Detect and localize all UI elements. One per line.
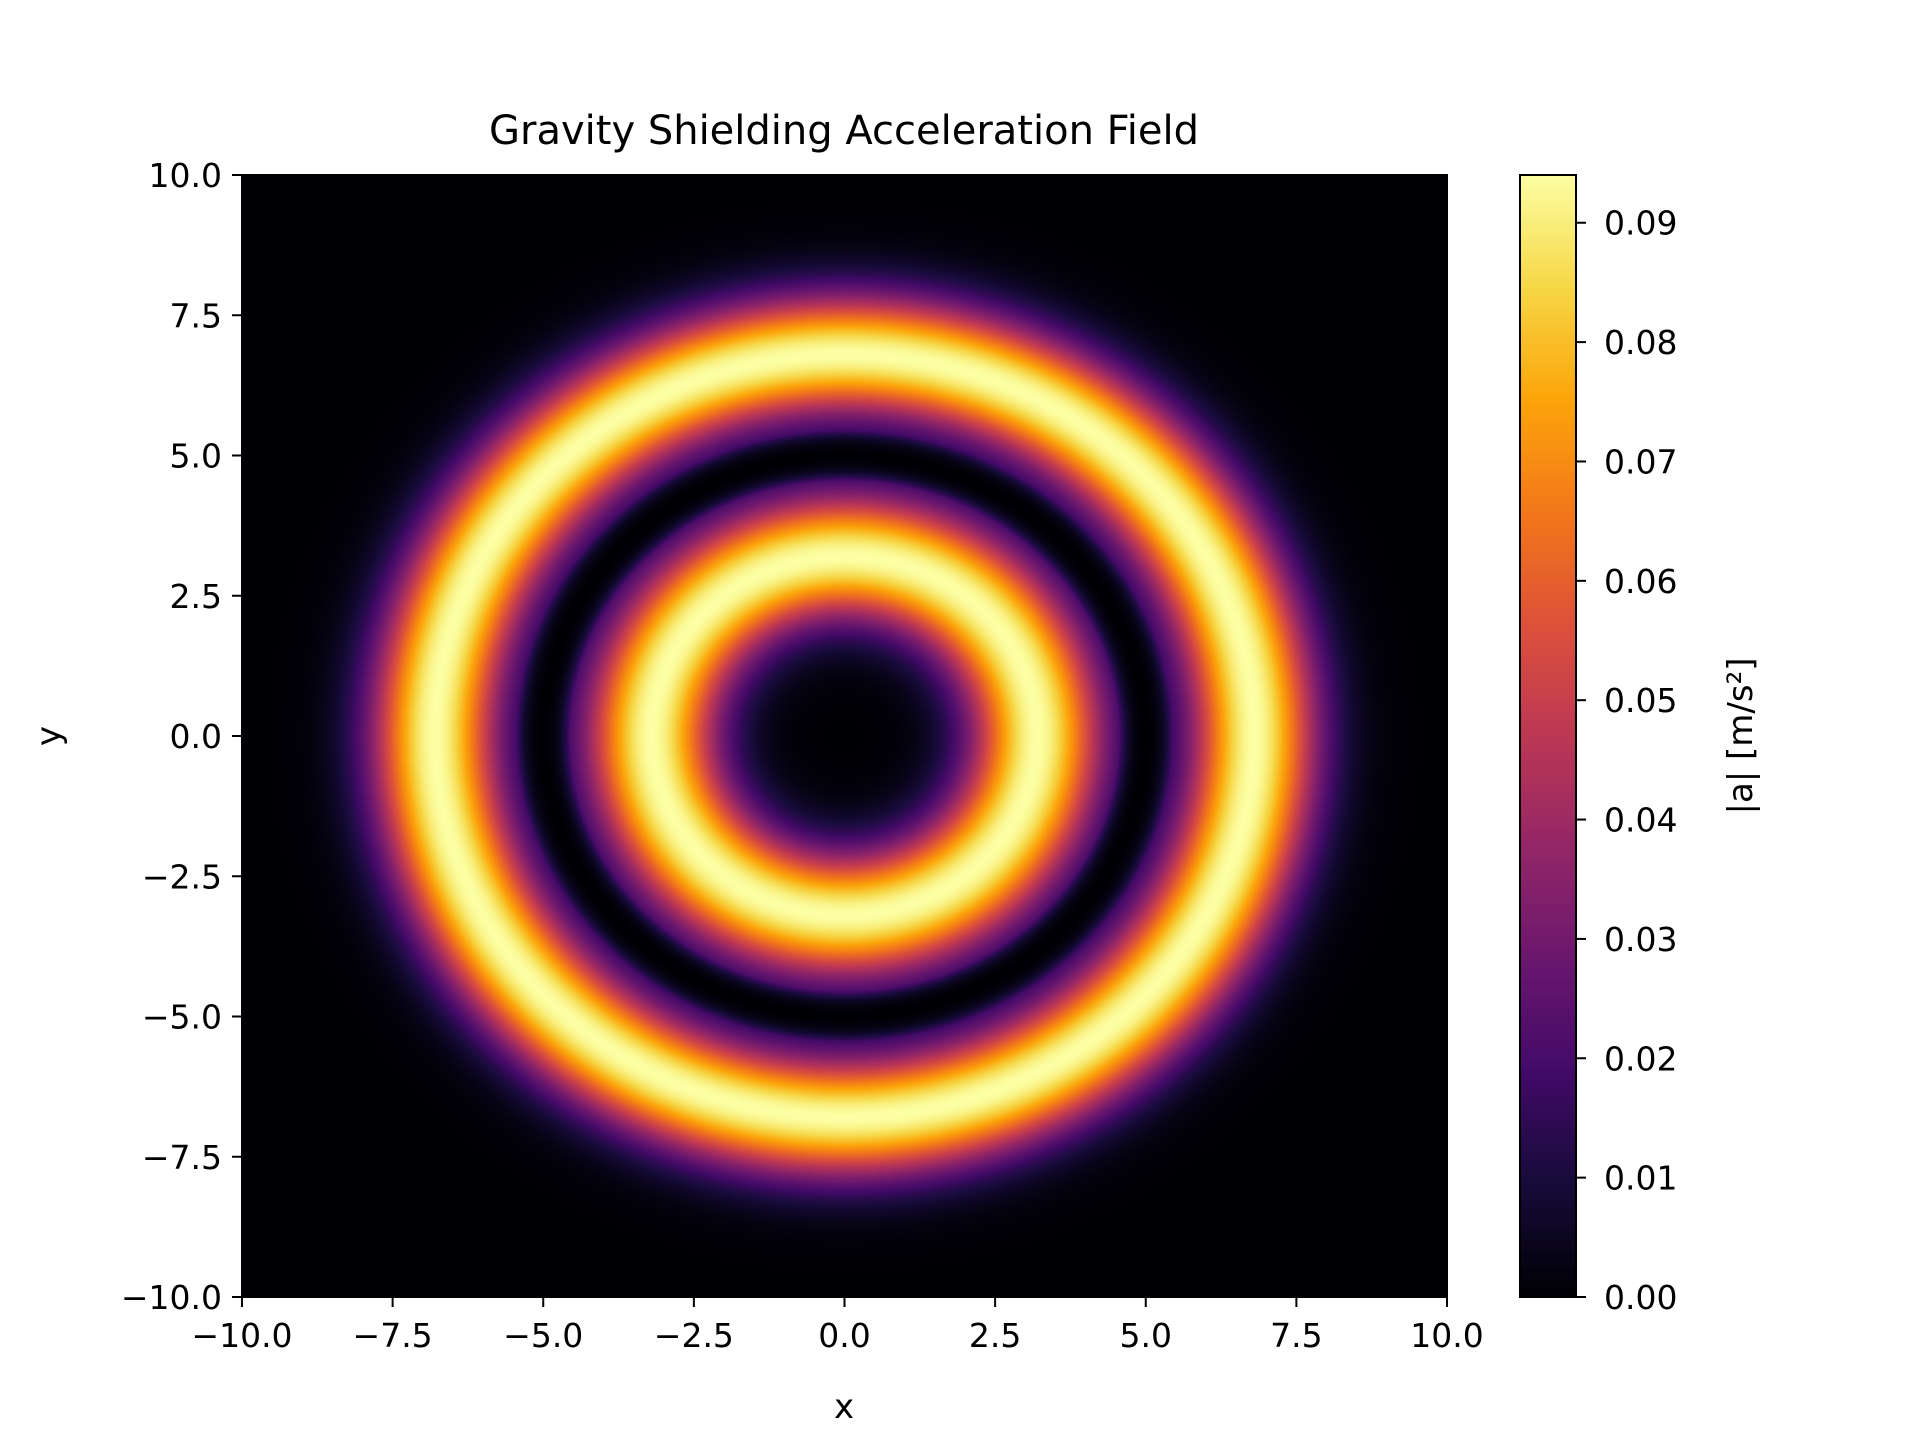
colorbar-label: |a| [m/s²]	[1721, 657, 1761, 814]
colorbar-tick-label: 0.08	[1604, 323, 1677, 362]
y-axis-label: y	[29, 726, 69, 746]
y-tick-label: 7.5	[170, 296, 222, 335]
y-tick-label: −5.0	[142, 998, 222, 1037]
colorbar-tick-label: 0.00	[1604, 1278, 1677, 1317]
y-tick-label: −7.5	[142, 1138, 222, 1177]
colorbar-tick-label: 0.01	[1604, 1159, 1677, 1198]
x-tick-label: −10.0	[191, 1316, 292, 1355]
colorbar-tick-label: 0.02	[1604, 1039, 1677, 1078]
colorbar-tick-label: 0.06	[1604, 562, 1677, 601]
x-axis-label: x	[834, 1387, 854, 1427]
x-tick-label: −7.5	[353, 1316, 433, 1355]
colorbar-gradient	[1520, 175, 1576, 1297]
chart-title: Gravity Shielding Acceleration Field	[489, 108, 1199, 154]
x-tick-label: 2.5	[969, 1316, 1021, 1355]
plot-frame	[241, 174, 1448, 1298]
colorbar-tick-label: 0.09	[1604, 204, 1677, 243]
y-tick-label: 10.0	[149, 156, 222, 195]
x-tick-label: 10.0	[1410, 1316, 1483, 1355]
axes-layer: −10.0 −7.5 −5.0 −2.5 0.0 2.5 5.0 7.5 10.0 −10.0 −7…	[121, 156, 1678, 1355]
x-tick-label: 0.0	[818, 1316, 870, 1355]
x-tick-label: 5.0	[1120, 1316, 1172, 1355]
y-tick-label: 5.0	[170, 437, 222, 476]
colorbar-tick-label: 0.05	[1604, 681, 1677, 720]
y-tick-label: 2.5	[170, 577, 222, 616]
x-tick-label: −2.5	[654, 1316, 734, 1355]
y-tick-label: −10.0	[121, 1278, 222, 1317]
y-tick-label: 0.0	[170, 717, 222, 756]
x-tick-label: 7.5	[1270, 1316, 1322, 1355]
colorbar-frame	[1519, 174, 1577, 1298]
x-tick-label: −5.0	[503, 1316, 583, 1355]
colorbar-tick-label: 0.07	[1604, 442, 1677, 481]
colorbar-tick-label: 0.03	[1604, 920, 1677, 959]
colorbar-tick-label: 0.04	[1604, 801, 1677, 840]
heatmap-image	[242, 175, 1447, 1297]
y-tick-label: −2.5	[142, 857, 222, 896]
